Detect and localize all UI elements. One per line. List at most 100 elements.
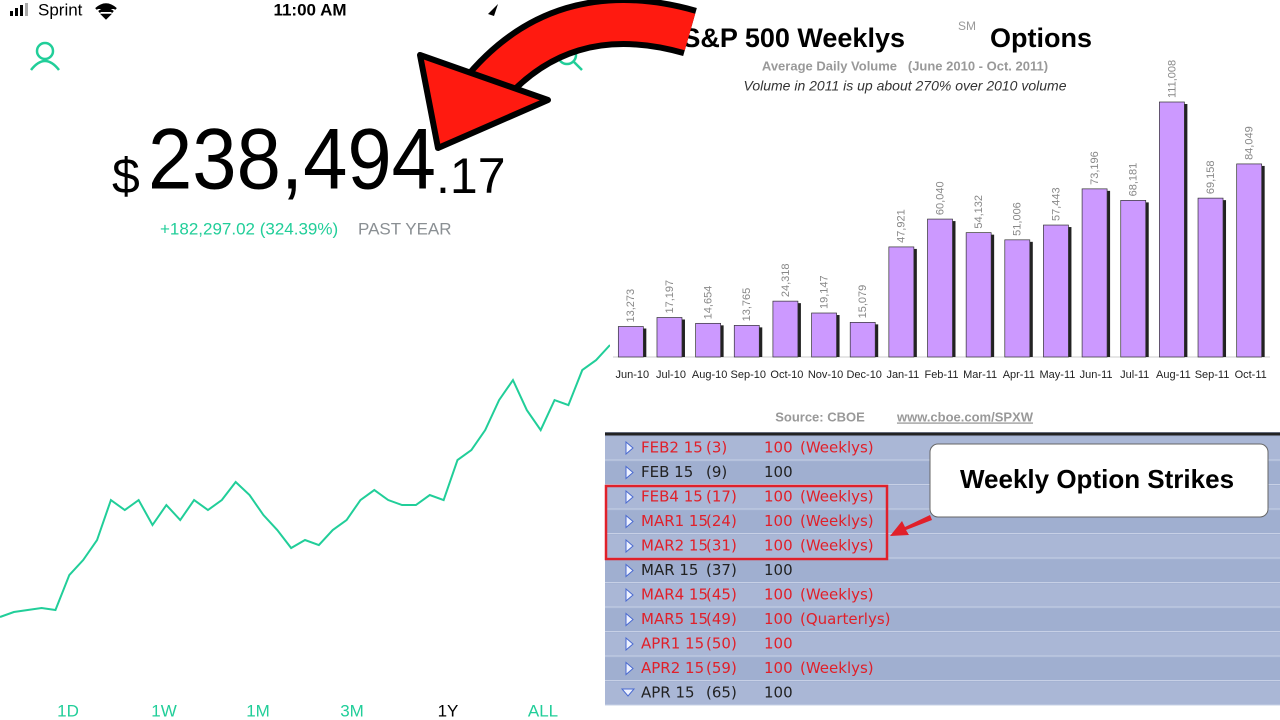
value-label: 13,765 xyxy=(741,288,753,322)
range-tab[interactable]: 3M xyxy=(340,701,364,720)
option-name: MAR1 15 xyxy=(641,512,708,530)
x-tick-label: Jun-11 xyxy=(1080,369,1113,381)
signal xyxy=(10,3,28,16)
bar xyxy=(1236,163,1263,358)
bar xyxy=(695,322,721,358)
currency: $ xyxy=(112,148,140,204)
clock: 11:00 AM xyxy=(273,0,346,19)
range-tab[interactable]: 1Y xyxy=(438,701,459,720)
change: +182,297.02 (324.39%) xyxy=(160,219,338,238)
option-tag: (Weeklys) xyxy=(800,512,874,530)
option-strike: 100 xyxy=(764,561,793,579)
x-tick-label: Aug-10 xyxy=(692,369,727,381)
x-tick-label: Sep-11 xyxy=(1195,369,1230,381)
range-tab[interactable]: 1W xyxy=(151,701,177,720)
chart-title: S&P 500 Weeklys xyxy=(682,23,905,53)
range-tab[interactable]: 1D xyxy=(57,701,79,720)
option-days: (45) xyxy=(706,586,737,604)
option-strike: 100 xyxy=(764,439,793,457)
portfolio-line xyxy=(0,344,611,618)
option-tag: (Weeklys) xyxy=(800,537,874,555)
x-tick-label: Nov-10 xyxy=(808,369,843,381)
callout-arrow xyxy=(890,515,932,536)
option-days: (37) xyxy=(706,561,737,579)
title-mark: SM xyxy=(958,19,976,33)
x-tick-label: Jun-10 xyxy=(616,369,650,381)
expand-triangle xyxy=(625,440,634,456)
value-label: 13,273 xyxy=(625,289,637,323)
account-icon[interactable] xyxy=(30,41,60,71)
row-background xyxy=(605,535,1280,558)
range-tab[interactable]: ALL xyxy=(528,701,558,720)
option-strike: 100 xyxy=(764,512,793,530)
option-days: (65) xyxy=(706,684,737,702)
option-strike: 100 xyxy=(764,463,793,481)
value-label: 17,197 xyxy=(664,280,676,314)
option-name: MAR4 15 xyxy=(641,586,708,604)
option-strike: 100 xyxy=(764,635,793,653)
period: PAST YEAR xyxy=(358,219,452,238)
bar xyxy=(811,312,837,358)
expand-triangle xyxy=(625,465,634,480)
x-tick-label: Jul-11 xyxy=(1120,369,1149,381)
row-background xyxy=(605,584,1280,607)
bar xyxy=(927,218,953,358)
option-name: FEB 15 xyxy=(641,463,693,481)
bar xyxy=(1043,224,1069,358)
chart-annotation: Volume in 2011 is up about 270% over 201… xyxy=(744,78,1067,94)
bar xyxy=(733,325,760,358)
x-tick-label: Aug-11 xyxy=(1156,369,1191,381)
value-label: 111,008 xyxy=(1166,60,1178,98)
callout-box xyxy=(929,443,1269,518)
option-tag: (Weeklys) xyxy=(800,439,874,457)
value-label: 15,079 xyxy=(857,285,869,319)
bar xyxy=(965,232,992,358)
value-label: 14,654 xyxy=(703,286,715,320)
value-whole: 238,494 xyxy=(148,112,436,208)
option-name: APR2 15 xyxy=(641,659,704,677)
x-tick-label: Jul-10 xyxy=(656,369,686,381)
bar xyxy=(772,300,799,358)
option-tag: (Weeklys) xyxy=(800,488,874,506)
option-name: APR1 15 xyxy=(641,635,704,653)
option-days: (50) xyxy=(706,635,737,653)
option-tag: (Quarterlys) xyxy=(800,610,891,628)
expand-triangle xyxy=(625,514,634,529)
wifi-icon xyxy=(95,3,117,20)
value-label: 68,181 xyxy=(1128,163,1140,197)
bar xyxy=(1004,239,1031,358)
bar xyxy=(888,246,915,358)
chart-title-end: Options xyxy=(990,23,1092,53)
bar xyxy=(1159,101,1185,358)
row-background xyxy=(605,657,1280,681)
expand-triangle xyxy=(625,612,634,627)
expand-triangle xyxy=(620,688,636,697)
expand-triangle xyxy=(625,587,634,603)
value-label: 47,921 xyxy=(896,209,908,243)
option-name: FEB4 15 xyxy=(641,488,703,506)
option-strike: 100 xyxy=(764,684,793,702)
x-tick-label: May-11 xyxy=(1040,369,1076,381)
value-label: 51,006 xyxy=(1012,202,1024,236)
option-name: MAR2 15 xyxy=(641,537,708,555)
expand-triangle xyxy=(625,489,634,505)
option-days: (31) xyxy=(706,537,737,555)
range-tab[interactable]: 1M xyxy=(246,701,270,720)
x-tick-label: Oct-10 xyxy=(770,369,803,381)
value-label: 60,040 xyxy=(934,181,946,215)
row-background xyxy=(605,633,1280,656)
value-label: 19,147 xyxy=(818,275,830,309)
portfolio-chart xyxy=(0,344,611,618)
bar xyxy=(1120,200,1147,358)
bar-chart: 13,273 Jun-10 17,197 Jul-10 14,654 Aug-10 13,7… xyxy=(613,60,1270,381)
callout-text: Weekly Option Strikes xyxy=(960,464,1234,494)
x-tick-label: Feb-11 xyxy=(924,369,958,381)
x-tick-label: Apr-11 xyxy=(1003,369,1035,381)
source-url[interactable]: www.cboe.com/SPXW xyxy=(896,409,1034,424)
option-strike: 100 xyxy=(764,659,793,677)
value-cents: .17 xyxy=(436,148,506,204)
option-name: MAR 15 xyxy=(641,561,698,579)
bar xyxy=(656,317,683,358)
option-days: (17) xyxy=(706,488,737,506)
